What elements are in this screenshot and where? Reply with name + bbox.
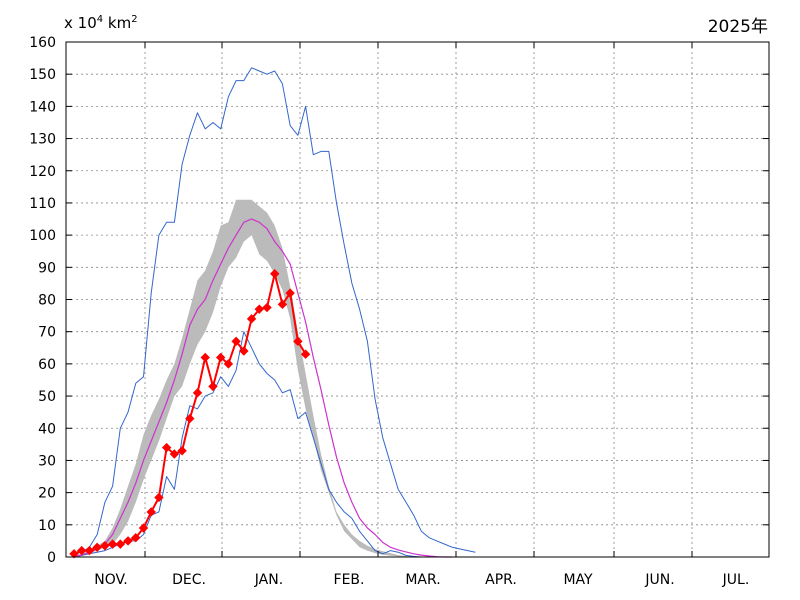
current-point-marker	[161, 442, 172, 453]
current-point-marker	[246, 314, 257, 324]
x-month-label: MAR.	[405, 572, 440, 588]
y-tick-label: 60	[38, 357, 56, 373]
current-point-marker	[84, 545, 95, 556]
y-tick-label: 40	[38, 421, 56, 437]
current-point-marker	[92, 542, 102, 553]
unit-exponent: 4	[96, 14, 104, 25]
y-tick-label: 100	[29, 228, 56, 244]
current-point-marker	[115, 539, 126, 549]
y-tick-label: 50	[38, 389, 56, 405]
current-point-marker	[223, 359, 234, 369]
y-tick-label: 130	[29, 132, 56, 148]
current-point-marker	[100, 541, 110, 551]
current-point-marker	[192, 388, 203, 398]
current-point-marker	[262, 302, 272, 313]
y-tick-label: 80	[38, 293, 56, 309]
x-month-label: NOV.	[94, 572, 127, 588]
series-mean-line	[73, 218, 453, 558]
chart-title-year: 2025年	[707, 17, 768, 37]
unit-prefix: x 10	[64, 14, 97, 32]
current-point-marker	[185, 413, 195, 424]
current-point-marker	[215, 352, 226, 363]
y-tick-label: 90	[38, 260, 56, 276]
current-point-marker	[131, 532, 141, 543]
current-point-marker	[300, 349, 311, 359]
y-tick-label: 120	[29, 164, 56, 180]
current-point-marker	[231, 336, 241, 347]
current-point-marker	[138, 523, 149, 533]
grid-layer	[66, 42, 769, 557]
y-axis-unit-label: x 104 km2	[64, 14, 138, 32]
y-tick-label: 70	[38, 325, 56, 341]
y-tick-label: 140	[29, 99, 56, 115]
current-point-marker	[154, 492, 164, 503]
unit-exponent-2: 2	[131, 14, 138, 25]
current-point-marker	[270, 269, 280, 279]
y-tick-label: 160	[29, 35, 56, 51]
x-month-label: APR.	[485, 572, 517, 588]
series-min-line	[73, 331, 437, 558]
current-point-marker	[285, 288, 295, 298]
current-point-marker	[177, 446, 187, 456]
current-point-marker	[239, 346, 249, 356]
current-point-marker	[77, 545, 87, 556]
x-month-label: JUL.	[722, 572, 750, 588]
x-month-label: JAN.	[254, 572, 283, 588]
series-layer	[69, 67, 476, 559]
x-month-label: MAY	[563, 572, 593, 588]
y-tick-label: 0	[47, 550, 56, 566]
current-point-marker	[293, 336, 303, 347]
range-band	[74, 199, 414, 557]
current-point-marker	[123, 536, 133, 546]
band-layer	[74, 199, 414, 557]
current-point-marker	[254, 304, 264, 314]
y-tick-label: 110	[29, 196, 56, 212]
y-tick-label: 10	[38, 518, 56, 534]
x-month-label: JUN.	[644, 572, 674, 588]
tick-layer: 0 10 20 30 40 50 60 70 80 90 100 110 120 130 140 150 160…	[29, 35, 769, 588]
x-month-label: DEC.	[172, 572, 206, 588]
current-point-marker	[69, 549, 79, 559]
current-point-marker	[200, 352, 210, 363]
y-tick-label: 150	[29, 67, 56, 83]
current-point-marker	[169, 449, 180, 459]
y-tick-label: 30	[38, 453, 56, 469]
current-point-marker	[107, 539, 118, 549]
current-point-marker	[208, 381, 218, 392]
unit-mid: km	[103, 14, 132, 32]
series-max-line	[73, 67, 476, 555]
current-point-marker	[277, 299, 288, 310]
y-tick-label: 20	[38, 486, 56, 502]
x-month-label: FEB.	[334, 572, 365, 588]
current-point-marker	[146, 507, 156, 517]
